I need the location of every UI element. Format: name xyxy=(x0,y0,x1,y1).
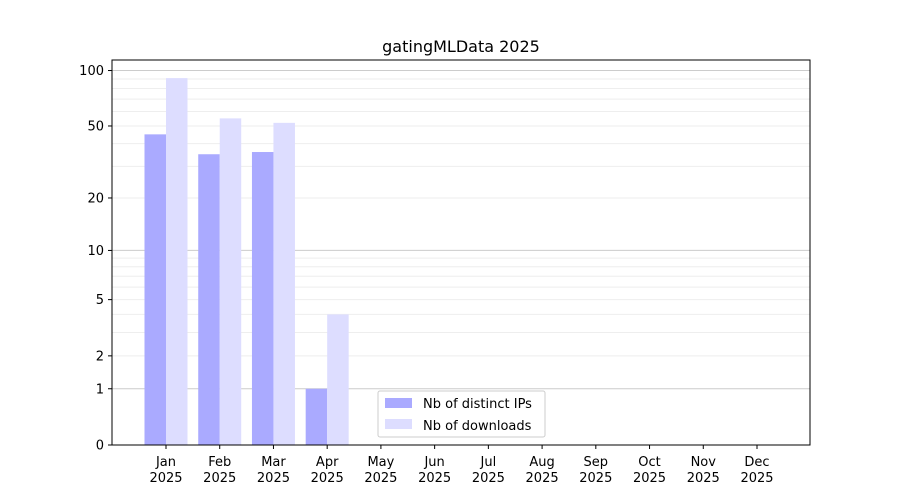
x-tick-label: May 2025 xyxy=(364,455,397,486)
x-tick-label: Jul 2025 xyxy=(472,455,505,486)
x-tick-label: Nov 2025 xyxy=(687,455,720,486)
legend-swatch-ips xyxy=(385,398,412,408)
bar-ips xyxy=(198,154,220,445)
bar-downloads xyxy=(327,314,349,445)
x-tick-label: Apr 2025 xyxy=(311,455,344,486)
plot-frame xyxy=(111,59,811,446)
bar-downloads xyxy=(166,78,188,446)
y-tick-label: 1 xyxy=(96,382,104,397)
x-tick-label: Jun 2025 xyxy=(418,455,451,486)
y-tick-label: 20 xyxy=(87,191,104,206)
bar-ips xyxy=(144,134,166,445)
y-tick-label: 100 xyxy=(79,64,104,79)
legend: Nb of distinct IPs Nb of downloads xyxy=(377,390,546,438)
x-tick-label: Aug 2025 xyxy=(526,455,559,486)
x-tick-label: Dec 2025 xyxy=(740,455,773,486)
legend-swatch-downloads xyxy=(385,419,412,429)
x-tick-label: Sep 2025 xyxy=(579,455,612,486)
legend-label-downloads: Nb of downloads xyxy=(423,419,532,434)
bar-ips xyxy=(251,152,274,445)
bar-ips xyxy=(305,388,328,445)
y-tick-label: 0 xyxy=(96,439,104,454)
y-tick-label: 5 xyxy=(96,293,104,308)
bar-downloads xyxy=(219,118,242,446)
y-tick-label: 50 xyxy=(87,119,104,134)
x-tick-label: Jan 2025 xyxy=(149,455,182,486)
y-tick-label: 10 xyxy=(87,244,104,259)
bar-downloads xyxy=(273,122,295,445)
chart-title: gatingMLData 2025 xyxy=(382,37,540,56)
x-tick-label: Mar 2025 xyxy=(257,455,290,486)
y-tick-label: 2 xyxy=(96,349,104,364)
legend-label-ips: Nb of distinct IPs xyxy=(423,397,532,412)
x-tick-label: Feb 2025 xyxy=(203,455,236,486)
x-tick-label: Oct 2025 xyxy=(633,455,666,486)
